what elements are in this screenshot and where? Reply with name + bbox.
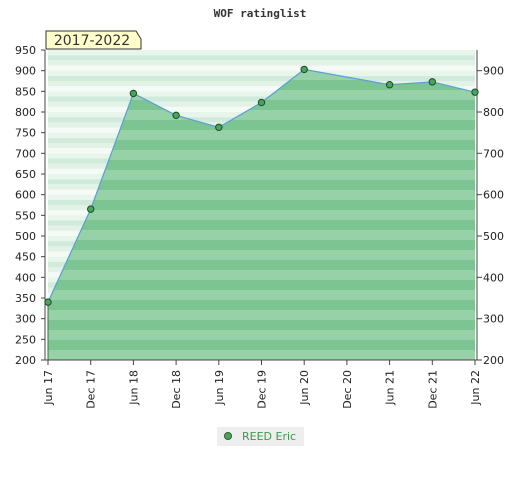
y-tick-label: 650 bbox=[15, 168, 36, 181]
data-point bbox=[428, 78, 436, 86]
series-markers bbox=[44, 65, 479, 306]
background-band bbox=[48, 65, 475, 71]
y-tick-label: 350 bbox=[15, 292, 36, 305]
y-tick-label: 750 bbox=[15, 127, 36, 140]
y-tick-label: 250 bbox=[15, 333, 36, 346]
y-right-tick-label: 800 bbox=[483, 106, 504, 119]
range-label: 2017-2022 bbox=[54, 33, 130, 49]
y-right-tick-label: 700 bbox=[483, 147, 504, 160]
y-tick-label: 200 bbox=[15, 354, 36, 367]
background-band bbox=[48, 91, 475, 97]
y-tick-label: 900 bbox=[15, 65, 36, 78]
y-tick-label: 400 bbox=[15, 271, 36, 284]
data-point bbox=[172, 111, 180, 120]
series-area bbox=[47, 68, 476, 360]
x-tick-label: Jun 18 bbox=[127, 370, 140, 406]
background-band bbox=[48, 60, 475, 66]
x-tick-label: Dec 17 bbox=[85, 370, 98, 409]
y-right-tick-label: 900 bbox=[483, 65, 504, 78]
y-tick-label: 950 bbox=[15, 44, 36, 57]
x-tick-label: Dec 21 bbox=[426, 370, 439, 409]
y-right-tick-label: 300 bbox=[483, 313, 504, 326]
y-tick-label: 850 bbox=[15, 85, 36, 98]
y-right-tick-label: 400 bbox=[483, 271, 504, 284]
background-band bbox=[48, 55, 475, 61]
data-point bbox=[471, 88, 479, 96]
x-tick-label: Jun 21 bbox=[384, 370, 397, 406]
data-point bbox=[300, 65, 308, 74]
y-tick-label: 450 bbox=[15, 251, 36, 264]
y-tick-label: 700 bbox=[15, 147, 36, 160]
x-tick-label: Dec 20 bbox=[341, 370, 354, 409]
range-box-shape bbox=[45, 30, 142, 50]
data-point bbox=[129, 89, 138, 98]
data-point bbox=[215, 123, 223, 131]
x-tick-label: Jun 22 bbox=[469, 370, 482, 406]
background-band bbox=[48, 70, 475, 76]
background-band bbox=[48, 50, 475, 56]
data-point bbox=[257, 98, 266, 107]
x-tick-label: Dec 18 bbox=[170, 370, 183, 409]
y-tick-label: 600 bbox=[15, 189, 36, 202]
background-band bbox=[48, 75, 475, 81]
legend-series-name: REED Eric bbox=[242, 430, 296, 443]
legend-marker-icon bbox=[224, 432, 232, 440]
y-right-tick-label: 600 bbox=[483, 189, 504, 202]
data-point bbox=[385, 81, 394, 89]
legend: REED Eric bbox=[217, 427, 304, 446]
y-tick-label: 550 bbox=[15, 209, 36, 222]
series-fill bbox=[48, 69, 475, 360]
y-right-tick-label: 500 bbox=[483, 230, 504, 243]
x-tick-label: Jun 20 bbox=[298, 370, 311, 406]
background-band bbox=[48, 81, 475, 87]
y-tick-label: 300 bbox=[15, 313, 36, 326]
chart-title: WOF ratinglist bbox=[214, 7, 307, 20]
x-tick-label: Jun 19 bbox=[213, 370, 226, 406]
data-point bbox=[87, 205, 95, 213]
y-tick-label: 800 bbox=[15, 106, 36, 119]
y-axis-left: 200 250 300 350 400 450 500 550 600 650 700 750 800 8… bbox=[15, 44, 45, 367]
x-tick-label: Dec 19 bbox=[256, 370, 269, 409]
y-axis-right: 200 300 400 500 600 700 800 900 bbox=[477, 65, 504, 367]
series-line bbox=[47, 68, 476, 303]
data-point bbox=[44, 298, 52, 306]
background-band bbox=[48, 86, 475, 92]
legend-box bbox=[217, 427, 304, 446]
x-tick-label: Jun 17 bbox=[42, 370, 55, 406]
y-right-tick-label: 200 bbox=[483, 354, 504, 367]
range-box: 2017-2022 bbox=[45, 30, 142, 50]
y-tick-label: 500 bbox=[15, 230, 36, 243]
x-axis: Jun 17 Dec 17 Jun 18 Dec 18 Jun 19 Dec 19 Jun … bbox=[42, 360, 482, 409]
